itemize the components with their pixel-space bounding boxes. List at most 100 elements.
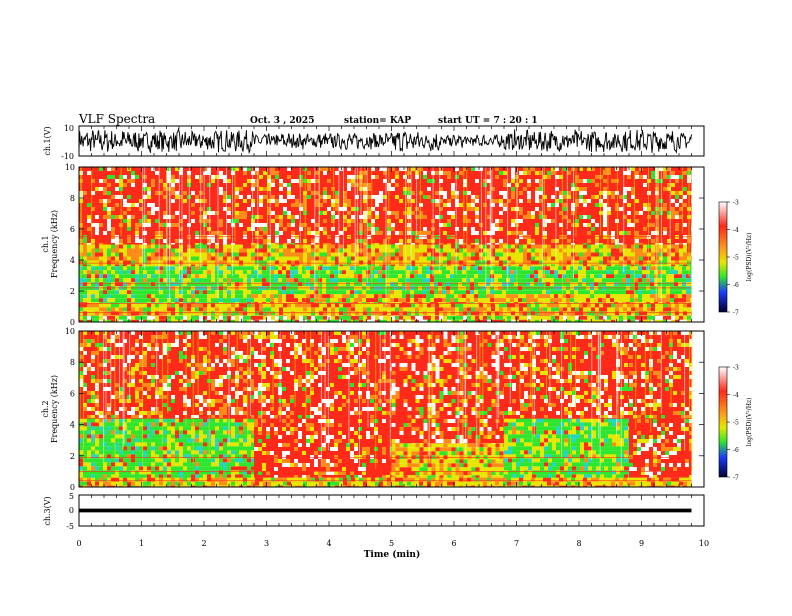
ch1-spec-cell: [519, 253, 523, 257]
ch1-spec-cell: [471, 311, 475, 315]
ch1-ytick-bottom: -10: [61, 152, 74, 161]
ch1-spec-cell: [219, 303, 223, 307]
ch1-spec-cell: [611, 265, 615, 267]
ch1-spec-cell: [283, 239, 287, 243]
ch1-spec-cell: [366, 298, 370, 302]
ch1-spec-cell: [115, 175, 119, 179]
ch1-spec-cell: [310, 282, 314, 286]
ch1-spec-cell: [671, 316, 675, 320]
ch1-spec-cell: [167, 316, 171, 320]
ch1-spec-cell: [87, 270, 91, 274]
ch1-spec-cell: [458, 282, 462, 286]
ch1-spec-cell: [331, 219, 335, 223]
ch1-spec-cell: [610, 266, 614, 270]
ch1-spec-cell: [175, 179, 179, 183]
ch1-spec-cell: [135, 307, 139, 311]
ch1-spec-cell: [514, 266, 518, 270]
ch1-spec-cell: [579, 245, 583, 249]
ch1-spec-cell: [307, 171, 311, 175]
ch1-spec-cell: [359, 303, 363, 307]
ch1-spec-cell: [175, 294, 179, 298]
ch1-spec-cell: [147, 249, 151, 253]
ch1-spec-cell: [627, 261, 631, 265]
ch1-spec-cell: [683, 316, 687, 320]
ch1-spec-cell: [639, 261, 643, 265]
ch1-spec-cell: [207, 249, 211, 253]
ch1-spec-cell: [467, 316, 471, 320]
ch1-spec-cell: [283, 231, 287, 235]
ch1-spec-cell: [375, 253, 379, 257]
ch1-spec-cell: [119, 282, 123, 286]
ch1-spec-cell: [638, 278, 642, 282]
ch1-spec-cell: [219, 207, 223, 211]
ch1-spec-cell: [239, 261, 243, 265]
ch1-spec-cell: [623, 303, 627, 307]
ch1-spec-cell: [171, 211, 175, 215]
ch1-spec-cell: [219, 298, 223, 302]
ch1-spec-cell: [251, 278, 254, 282]
ch1-spec-cell: [295, 227, 299, 231]
ch1-spec-cell: [323, 245, 327, 249]
ch1-spec-cell: [151, 171, 155, 175]
ch1-spec-cell: [187, 274, 191, 278]
ch1-spec-cell: [175, 199, 179, 203]
ch1-spec-cell: [315, 245, 319, 249]
ch1-spec-cell: [223, 253, 227, 257]
ch1-spec-cell: [266, 290, 270, 294]
ch1-spec-cell: [207, 223, 211, 227]
ch1-spec-cell: [374, 270, 378, 274]
ch1-spec-cell: [375, 303, 379, 307]
ch1-spec-cell: [115, 195, 119, 199]
ch1-spec-cell: [514, 274, 518, 278]
ch1-spec-cell: [207, 307, 211, 311]
ch1-spec-cell: [175, 298, 179, 302]
ch1-spec-cell: [279, 227, 283, 231]
ch1-spec-cell: [83, 243, 87, 245]
ch1-spec-cell: [415, 257, 419, 261]
ch1-spec-cell: [423, 303, 427, 307]
ch1-spec-cell: [655, 303, 659, 307]
ch1-spec-cell: [107, 253, 111, 257]
ch1-spec-cell: [191, 294, 195, 298]
ch1-spec-cell: [95, 171, 99, 175]
ch1-spec-cell: [247, 191, 251, 195]
ch1-spec-cell: [411, 311, 415, 315]
ch1-spec-cell: [331, 171, 335, 175]
ch1-spec-cell: [435, 265, 439, 267]
ch1-spec-cell: [691, 245, 692, 249]
ch1-spec-cell: [315, 307, 319, 311]
ch1-spec-cell: [502, 290, 506, 294]
ch1-spec-cell: [255, 245, 259, 249]
ch1-spec-cell: [291, 199, 295, 203]
ch1-spec-cell: [243, 245, 247, 249]
ch1-spec-cell: [283, 265, 287, 267]
ch1-spec-cell: [447, 303, 451, 307]
ch1-spec-cell: [83, 298, 87, 302]
ch1-spec-cell: [258, 278, 262, 282]
ch1-spec-cell: [650, 298, 654, 302]
ch1-spec-cell: [339, 199, 343, 203]
ch1-spec-cell: [123, 175, 127, 179]
ch1-spec-cell: [287, 175, 291, 179]
ch1-spec-cell: [143, 316, 147, 320]
ch1-spec-cell: [427, 257, 431, 261]
ch1-spec-cell: [426, 298, 430, 302]
ch1-spec-cell: [339, 311, 343, 315]
ch1-spec-cell: [554, 294, 558, 298]
ch1-spec-cell: [155, 253, 159, 257]
ch1-spec-cell: [203, 207, 207, 211]
ch1-spec-cell: [99, 239, 103, 243]
ch1-spec-cell: [462, 298, 466, 302]
ch1-spec-cell: [331, 207, 335, 211]
ch1-spec-cell: [323, 231, 327, 235]
ch1-spec-cell: [235, 278, 239, 282]
ch1-spec-cell: [87, 316, 91, 320]
ch1-spec-cell: [103, 191, 107, 195]
ch1-spec-cell: [107, 298, 111, 302]
ch1-spec-cell: [395, 249, 399, 253]
ch1-spec-cell: [598, 298, 602, 302]
ch1-spec-cell: [330, 290, 334, 294]
ch1-spec-cell: [211, 219, 215, 223]
ch1-spec-cell: [378, 282, 382, 286]
ch1-spec-cell: [95, 261, 99, 265]
